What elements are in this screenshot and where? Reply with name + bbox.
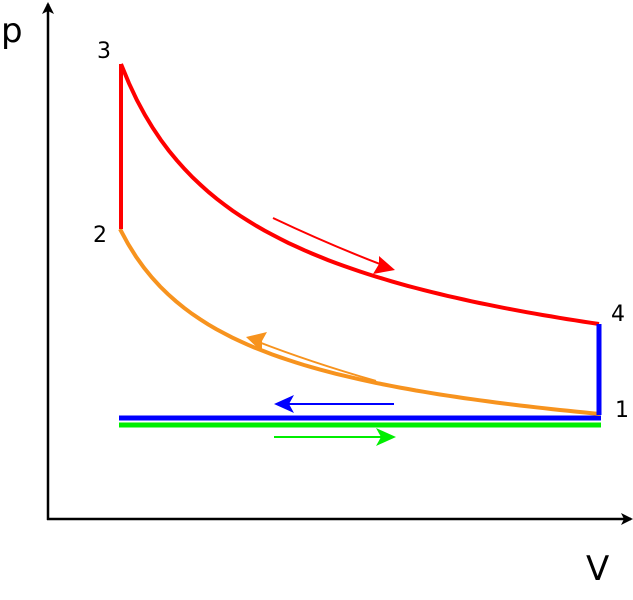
y-axis-label: p (1, 11, 23, 51)
point-3-label: 3 (97, 39, 111, 64)
expansion-arrow (272, 217, 395, 274)
x-axis-label: V (586, 549, 610, 589)
intake-arrow (274, 428, 396, 446)
compression-curve (118, 228, 601, 416)
compression-arrow (246, 332, 377, 382)
point-2-label: 2 (93, 223, 107, 248)
expansion-curve (119, 63, 600, 326)
point-1-label: 1 (615, 398, 629, 423)
point-4-label: 4 (611, 302, 625, 327)
exhaust-arrow (274, 395, 394, 413)
